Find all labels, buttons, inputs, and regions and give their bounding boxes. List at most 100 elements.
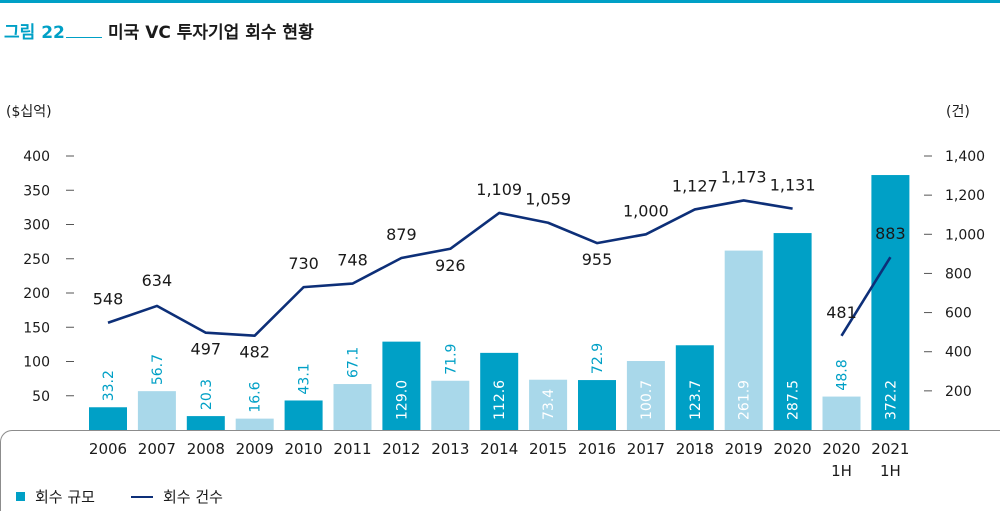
y-left-tick-label: 100 (23, 355, 50, 371)
bar-2019 (724, 250, 763, 430)
bar-value-label: 43.1 (297, 363, 313, 394)
bar-value-label: 261.9 (737, 380, 753, 420)
bar-value-label: 100.7 (639, 380, 655, 420)
y-left-tick-label: 400 (23, 149, 50, 165)
bar-2009 (235, 418, 274, 430)
y-right-tick-label: 800 (945, 266, 972, 282)
bar-value-label: 372.2 (883, 380, 899, 420)
line-value-label: 497 (191, 340, 222, 359)
x-category-label: 2011 (333, 440, 371, 458)
bar-2020-1H (822, 396, 861, 430)
line-value-label: 955 (582, 250, 613, 269)
line-value-label: 1,000 (623, 201, 669, 220)
line-value-label: 1,131 (770, 176, 816, 195)
bar-2013 (431, 380, 470, 430)
x-category-label: 2013 (431, 440, 469, 458)
x-category-label: 2020 (774, 440, 812, 458)
line-value-label: 879 (386, 225, 417, 244)
y-left-tick-label: 50 (32, 389, 50, 405)
x-category-label: 2006 (89, 440, 127, 458)
line-value-label: 883 (875, 224, 906, 243)
y-right-tick-label: 200 (945, 384, 972, 400)
x-category-label: 2009 (236, 440, 274, 458)
line-value-label: 1,173 (721, 167, 767, 186)
bar-value-label: 112.6 (492, 380, 508, 420)
bar-value-label: 16.6 (248, 381, 264, 412)
bar-value-label: 287.5 (786, 380, 802, 420)
y-right-tick-label: 1,400 (945, 149, 985, 165)
y-left-tick-label: 350 (23, 183, 50, 199)
bar-value-label: 67.1 (346, 347, 362, 378)
count-line-segment-2 (840, 256, 892, 337)
bar-value-label: 71.9 (443, 344, 459, 375)
x-category-label: 1H (831, 462, 852, 480)
bar-2008 (186, 416, 225, 430)
bar-2007 (137, 391, 176, 430)
line-value-label: 926 (435, 256, 466, 275)
bar-value-label: 123.7 (688, 380, 704, 420)
line-value-label: 482 (239, 343, 270, 362)
bar-2012 (382, 341, 421, 430)
y-left-unit-label: ($십억) (6, 104, 52, 120)
x-category-label: 2021 (871, 440, 909, 458)
bar-2018 (675, 345, 714, 430)
x-category-label: 2016 (578, 440, 616, 458)
bar-value-label: 72.9 (590, 343, 606, 374)
bar-2010 (284, 400, 323, 430)
figure-title: 미국 VC 투자기업 회수 현황 (108, 23, 314, 43)
x-category-label: 2019 (725, 440, 763, 458)
bar-value-label: 20.3 (199, 379, 215, 410)
x-category-label: 2017 (627, 440, 665, 458)
legend-bar-label: 회수 규모 (35, 488, 95, 506)
top-rule (0, 0, 1000, 3)
y-left-tick-label: 300 (23, 218, 50, 234)
y-right-tick-label: 600 (945, 306, 972, 322)
bar-value-label: 48.8 (835, 359, 851, 390)
bar-2020 (773, 233, 812, 430)
y-left-tick-label: 200 (23, 286, 50, 302)
bar-2016 (578, 380, 616, 430)
x-category-label: 2008 (187, 440, 225, 458)
bar-2014 (480, 352, 519, 430)
y-right-tick-label: 1,200 (945, 188, 985, 204)
bar-2017 (626, 361, 665, 430)
line-value-label: 634 (142, 271, 173, 290)
line-value-label: 730 (288, 254, 319, 273)
x-category-label: 2014 (480, 440, 518, 458)
x-category-label: 2007 (138, 440, 176, 458)
chart-frame (0, 430, 1000, 511)
x-category-label: 2020 (822, 440, 860, 458)
line-value-label: 748 (337, 251, 368, 270)
line-value-label: 548 (93, 290, 124, 309)
y-right-tick-label: 400 (945, 345, 972, 361)
x-category-label: 2018 (676, 440, 714, 458)
y-right-unit-label: (건) (946, 104, 970, 120)
bar-2021-1H (871, 175, 910, 430)
line-value-label: 481 (826, 303, 857, 322)
x-category-label: 2015 (529, 440, 567, 458)
line-value-label: 1,059 (525, 190, 571, 209)
bar-value-label: 73.4 (541, 389, 557, 420)
bar-value-label: 129.0 (394, 380, 410, 420)
bar-value-label: 33.2 (101, 370, 117, 401)
x-category-label: 1H (880, 462, 901, 480)
figure-label: 그림 22 (4, 23, 65, 43)
bar-2011 (333, 384, 372, 430)
bar-2015 (529, 379, 568, 430)
line-value-label: 1,127 (672, 176, 718, 195)
figure-divider (66, 37, 102, 38)
bar-value-label: 56.7 (150, 354, 166, 385)
legend: 회수 규모 회수 건수 (16, 486, 223, 507)
legend-line-swatch (130, 495, 153, 498)
count-line-segment-1 (107, 199, 793, 337)
legend-line-label: 회수 건수 (162, 488, 223, 506)
y-right-tick-label: 1,000 (945, 227, 985, 243)
y-left-tick-label: 150 (23, 320, 50, 336)
x-category-label: 2012 (382, 440, 420, 458)
legend-bar-swatch (16, 492, 25, 501)
line-value-label: 1,109 (476, 180, 522, 199)
x-category-label: 2010 (285, 440, 323, 458)
bar-2006 (89, 407, 127, 430)
